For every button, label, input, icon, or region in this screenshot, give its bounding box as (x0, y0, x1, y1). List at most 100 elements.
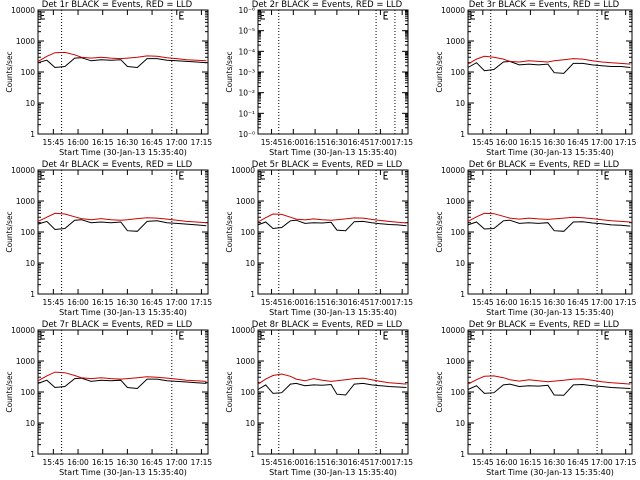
x-tick-label: 17:00 (370, 298, 392, 307)
y-tick-label: 1000 (446, 37, 465, 46)
plot-frame (467, 169, 633, 295)
y-tick-label: 10000 (11, 326, 35, 335)
lld-series-line (467, 375, 631, 385)
bracket-marker (383, 331, 389, 340)
lld-series-line (37, 51, 207, 62)
y-tick-label: 1000 (236, 357, 255, 366)
y-tick-label: 1000 (16, 37, 35, 46)
y-axis-label: Counts/sec (435, 51, 444, 92)
y-tick-label: 10 (455, 99, 465, 108)
y-axis-label: Counts/sec (225, 371, 234, 412)
plot-frame (257, 169, 409, 295)
y-tick-label: 1 (250, 450, 255, 459)
x-tick-label: 15:45 (261, 298, 283, 307)
y-axis-label: Counts/sec (225, 211, 234, 252)
x-tick-label: 16:30 (326, 458, 348, 467)
bracket-marker-left (260, 171, 265, 180)
y-tick-label: 10000 (11, 166, 35, 175)
x-tick-label: 16:30 (326, 298, 348, 307)
panel-title: Det 5r BLACK = Events, RED = LLD (252, 160, 403, 170)
x-tick-label: 16:30 (543, 458, 565, 467)
y-tick-label: 1000 (446, 357, 465, 366)
y-tick-label: 10⁻⁰ (238, 130, 255, 139)
y-tick-label: 1 (250, 290, 255, 299)
x-tick-label: 16:45 (567, 458, 589, 467)
x-tick-label: 16:15 (520, 298, 542, 307)
x-tick-label: 16:30 (117, 458, 139, 467)
x-tick-label: 17:00 (591, 298, 613, 307)
x-axis-label: Start Time (30-Jan-13 15:35:40) (269, 148, 397, 157)
events-series-line (37, 57, 207, 69)
bracket-marker (604, 171, 610, 180)
x-axis-label: Start Time (30-Jan-13 15:35:40) (486, 308, 614, 317)
y-tick-label: 1 (30, 450, 35, 459)
y-tick-label: 10000 (441, 166, 465, 175)
events-series-line (467, 219, 631, 232)
x-tick-label: 17:00 (166, 298, 188, 307)
x-tick-label: 16:15 (92, 458, 114, 467)
x-tick-label: 16:00 (67, 138, 89, 147)
x-tick-label: 17:00 (591, 458, 613, 467)
y-tick-label: 1000 (236, 197, 255, 206)
y-tick-label: 10 (455, 259, 465, 268)
bracket-marker-left (260, 331, 265, 340)
y-tick-label: 100 (21, 228, 36, 237)
x-tick-label: 15:45 (261, 138, 283, 147)
bracket-marker-left (40, 11, 45, 20)
x-tick-label: 17:15 (191, 298, 213, 307)
bracket-marker (383, 171, 389, 180)
y-tick-label: 10000 (441, 6, 465, 15)
y-tick-label: 100 (241, 228, 256, 237)
lld-series-line (37, 371, 207, 382)
panel-title: Det 9r BLACK = Events, RED = LLD (469, 320, 620, 330)
x-axis-label: Start Time (30-Jan-13 15:35:40) (269, 468, 397, 477)
detector-panel-2: Det 2r BLACK = Events, RED = LLD 15:45 16:… (225, 0, 413, 157)
x-axis-label: Start Time (30-Jan-13 15:35:40) (59, 468, 187, 477)
x-tick-label: 17:00 (591, 138, 613, 147)
y-tick-label: 10⁻³ (238, 68, 255, 77)
bracket-marker-left (40, 331, 45, 340)
panel-title: Det 2r BLACK = Events, RED = LLD (252, 0, 403, 10)
x-tick-label: 17:00 (166, 138, 188, 147)
x-tick-label: 16:00 (67, 458, 89, 467)
panel-title: Det 6r BLACK = Events, RED = LLD (469, 160, 620, 170)
y-tick-label: 10 (25, 419, 35, 428)
x-tick-label: 16:00 (283, 298, 305, 307)
bracket-marker (604, 11, 610, 20)
plot-frame (37, 9, 209, 135)
x-tick-label: 16:30 (117, 298, 139, 307)
y-axis-label: Counts/sec (435, 371, 444, 412)
x-tick-label: 16:45 (141, 138, 163, 147)
y-axis-label: Counts/sec (225, 51, 234, 92)
y-tick-label: 10⁻⁶ (238, 6, 255, 15)
x-tick-label: 16:00 (67, 298, 89, 307)
y-tick-label: 100 (21, 388, 36, 397)
y-tick-label: 10 (245, 259, 255, 268)
y-tick-label: 10⁻⁵ (238, 27, 255, 36)
y-tick-label: 10000 (231, 326, 255, 335)
x-tick-label: 17:15 (391, 138, 413, 147)
x-axis-label: Start Time (30-Jan-13 15:35:40) (269, 308, 397, 317)
x-tick-label: 15:45 (472, 138, 494, 147)
x-tick-label: 16:45 (348, 138, 370, 147)
x-axis-label: Start Time (30-Jan-13 15:35:40) (486, 468, 614, 477)
y-axis-label: Counts/sec (5, 371, 14, 412)
bracket-marker-left (260, 11, 265, 20)
bracket-marker-left (470, 171, 475, 180)
lld-series-line (467, 55, 631, 65)
panel-title: Det 7r BLACK = Events, RED = LLD (42, 320, 193, 330)
x-tick-label: 16:15 (304, 138, 326, 147)
y-tick-label: 10⁻² (238, 89, 255, 98)
x-tick-label: 16:00 (283, 458, 305, 467)
lld-series-line (467, 212, 631, 223)
y-tick-label: 100 (241, 388, 256, 397)
y-tick-label: 10 (25, 99, 35, 108)
y-axis-label: Counts/sec (435, 211, 444, 252)
y-tick-label: 1000 (16, 197, 35, 206)
y-tick-label: 1000 (446, 197, 465, 206)
x-tick-label: 17:15 (615, 298, 637, 307)
